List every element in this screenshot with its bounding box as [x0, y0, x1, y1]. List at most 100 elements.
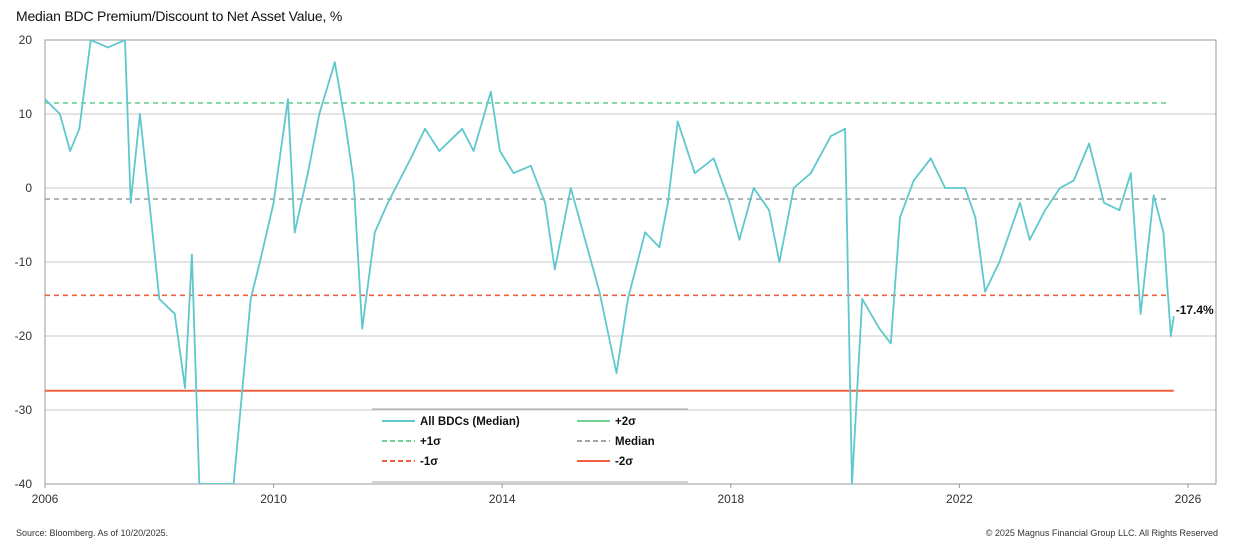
data-point [792, 187, 795, 189]
y-tick-label: -20 [15, 329, 33, 343]
data-point [984, 290, 987, 293]
plot-frame [44, 39, 1217, 485]
data-point [344, 120, 346, 123]
legend-label: +1σ [420, 436, 441, 448]
data-point [124, 40, 126, 41]
data-point [944, 187, 947, 189]
y-tick-label: 0 [25, 181, 32, 195]
data-point [912, 179, 915, 182]
data-point [768, 209, 770, 212]
series-line-all-bdcs [45, 40, 1175, 484]
data-point [333, 61, 336, 64]
data-point [598, 290, 601, 293]
data-point [667, 201, 669, 204]
data-point [1059, 187, 1061, 189]
data-point [544, 201, 546, 204]
data-point [318, 113, 321, 115]
data-point [861, 298, 864, 300]
data-point [424, 127, 426, 130]
data-point [1028, 238, 1031, 241]
data-point [373, 231, 376, 234]
data-point [306, 172, 309, 175]
data-point [738, 238, 741, 241]
data-point [851, 483, 853, 484]
data-point [584, 238, 586, 241]
legend-label: All BDCs (Median) [420, 416, 520, 428]
data-point [272, 201, 275, 204]
data-point [1072, 179, 1075, 182]
data-point [1019, 201, 1021, 204]
data-point [529, 164, 532, 167]
data-point [1118, 209, 1121, 212]
data-point [149, 209, 152, 212]
data-point [878, 327, 881, 330]
data-point [998, 261, 1001, 263]
data-point [472, 150, 475, 152]
data-point [658, 246, 661, 249]
data-point [1162, 231, 1165, 234]
data-point [106, 46, 109, 49]
data-point [184, 386, 186, 389]
data-point [1169, 335, 1172, 337]
x-tick-label: 2022 [946, 492, 973, 506]
x-tick-label: 2006 [32, 492, 59, 506]
data-point [1139, 312, 1142, 315]
x-tick-label: 2018 [717, 492, 744, 506]
data-point [352, 179, 355, 182]
data-point [569, 187, 572, 189]
data-point [752, 187, 755, 189]
data-point [964, 187, 967, 189]
data-point [778, 261, 781, 263]
data-point [232, 483, 235, 484]
source-note: Source: Bloomberg. As of 10/20/2025. [16, 528, 169, 538]
data-point [512, 172, 515, 175]
data-point [676, 120, 679, 123]
legend-label: +2σ [615, 416, 636, 428]
data-point [627, 298, 629, 300]
data-point [1088, 142, 1091, 145]
data-point [129, 201, 132, 204]
data-point [78, 127, 81, 130]
y-tick-label: 20 [19, 33, 33, 47]
data-point [258, 261, 261, 263]
data-point [929, 157, 932, 160]
data-point [499, 150, 501, 152]
data-point [728, 201, 731, 204]
copyright-note: © 2025 Magnus Financial Group LLC. All R… [985, 528, 1218, 538]
y-tick-label: -30 [15, 403, 33, 417]
y-tick-label: -10 [15, 255, 33, 269]
data-point [1152, 194, 1155, 197]
legend-label: Median [615, 436, 655, 448]
x-tick-label: 2014 [489, 492, 516, 506]
data-point [809, 172, 812, 175]
data-point [173, 312, 176, 315]
data-point [693, 172, 696, 175]
x-tick-label: 2026 [1175, 492, 1202, 506]
data-point [387, 201, 389, 204]
data-point [158, 298, 161, 300]
legend-label: -1σ [420, 456, 438, 468]
legend-label: -2σ [615, 456, 633, 468]
last-value-label: -17.4% [1176, 303, 1214, 317]
data-point [1172, 315, 1175, 318]
data-point [286, 98, 289, 101]
data-point [89, 40, 92, 41]
data-point [58, 113, 61, 115]
data-point [69, 150, 72, 152]
data-point [293, 231, 296, 234]
data-point [974, 216, 977, 219]
data-point [712, 157, 715, 160]
data-point [615, 372, 618, 374]
data-point [438, 150, 441, 152]
data-point [1103, 201, 1105, 204]
chart-title: Median BDC Premium/Discount to Net Asset… [16, 8, 343, 24]
y-tick-label: 10 [19, 107, 33, 121]
data-point [1044, 209, 1047, 212]
data-point [889, 342, 892, 345]
data-point [553, 268, 556, 271]
data-point [45, 98, 46, 101]
data-point [198, 483, 201, 484]
data-point [1129, 172, 1132, 175]
